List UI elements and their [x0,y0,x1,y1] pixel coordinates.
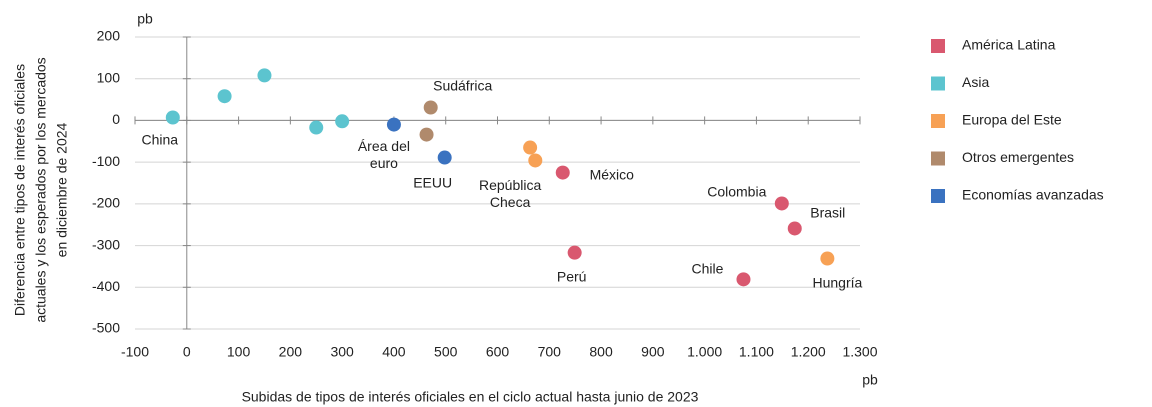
x-tick-label: 900 [641,344,665,360]
point-label: México [589,166,634,183]
x-tick-label: 500 [434,344,458,360]
y-unit: pb [137,11,153,27]
point-label: Chile [691,260,724,277]
point-label: República Checa [478,176,542,210]
x-tick-label: 200 [279,344,303,360]
legend-swatch [931,114,945,128]
y-tick-label: -100 [92,153,120,169]
legend-label: Europa del Este [962,112,1062,128]
x-axis-title: Subidas de tipos de interés oficiales en… [242,389,699,405]
point [567,245,582,260]
y-axis-title: actuales y los esperados por los mercado… [33,57,49,322]
x-tick-label: -100 [121,344,149,360]
x-tick-label: 0 [183,344,191,360]
point-label: EEUU [413,174,453,191]
x-tick-label: 1.000 [687,344,722,360]
point-label: Área del euro [357,137,410,171]
point-label: Perú [556,268,587,285]
x-tick-label: 1.200 [791,344,826,360]
legend-swatch [931,189,945,203]
point [419,127,434,142]
legend-swatch [931,76,945,91]
point [309,120,324,135]
point-label: Colombia [707,183,767,200]
legend-label: Asia [962,74,989,90]
point [736,272,751,287]
x-tick-label: 600 [486,344,510,360]
y-tick-label: -500 [92,320,120,336]
point-label: Sudáfrica [433,77,493,94]
y-tick-label: 0 [112,111,120,127]
y-tick-label: -300 [92,236,120,252]
y-tick-label: 100 [97,69,121,85]
x-tick-label: 300 [330,344,354,360]
y-tick-label: -400 [92,278,120,294]
point-label: Hungría [812,274,863,290]
point-label: Brasil [810,204,846,221]
y-axis-title: Diferencia entre tipos de interés oficia… [12,64,28,316]
point [523,140,538,155]
x-tick-label: 1.300 [842,344,877,360]
x-tick-label: 100 [227,344,251,360]
point [555,165,570,180]
x-tick-label: 800 [589,344,613,360]
point [217,89,232,104]
point [386,117,401,132]
point [335,114,350,129]
point [257,68,272,83]
x-tick-label: 400 [382,344,406,360]
y-tick-label: 200 [97,28,121,44]
point [165,110,180,125]
legend-label: Economías avanzadas [962,187,1104,203]
legend-swatch [931,39,945,53]
point [437,150,452,165]
x-tick-label: 1.100 [739,344,774,360]
x-unit: pb [862,372,878,388]
point [820,251,835,266]
point [774,196,789,211]
point [787,221,802,236]
y-axis-title: en diciembre de 2024 [54,122,70,257]
point [423,100,438,115]
x-tick-label: 700 [538,344,562,360]
point [528,153,543,168]
legend-swatch [931,151,945,166]
legend-label: Otros emergentes [962,149,1074,165]
y-tick-label: -200 [92,195,120,211]
point-label: China [141,131,179,147]
legend-label: América Latina [962,37,1056,53]
